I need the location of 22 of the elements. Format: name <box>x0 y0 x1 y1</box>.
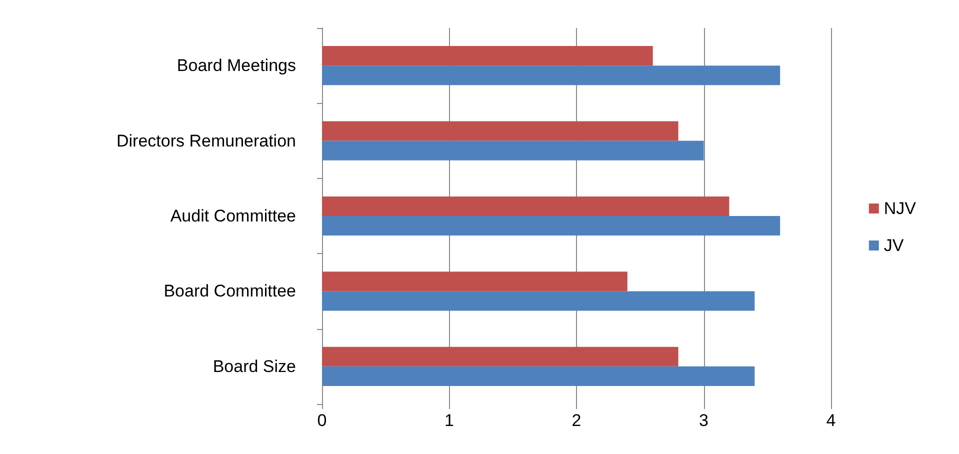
bar <box>322 140 704 160</box>
x-tick-label: 2 <box>572 411 582 430</box>
bar <box>322 366 755 386</box>
bar <box>322 272 628 292</box>
y-tick-label: Directors Remuneration <box>116 131 296 150</box>
x-tick-label: 1 <box>444 411 454 430</box>
bar <box>322 46 653 66</box>
bar <box>322 291 755 311</box>
legend-label: NJV <box>884 199 917 218</box>
y-tick-label: Audit Committee <box>170 206 296 226</box>
legend-label: JV <box>884 236 904 255</box>
x-tick-label: 0 <box>317 411 327 430</box>
bar <box>322 66 780 86</box>
x-tick-label: 4 <box>826 411 836 430</box>
bar <box>322 346 678 366</box>
bar <box>322 216 780 236</box>
bar <box>322 196 730 216</box>
y-tick-label: Board Meetings <box>176 56 296 76</box>
x-tick-label: 3 <box>699 411 708 430</box>
bar <box>322 121 678 141</box>
y-tick-label: Board Size <box>212 356 296 376</box>
y-tick-label: Board Committee <box>164 282 296 301</box>
